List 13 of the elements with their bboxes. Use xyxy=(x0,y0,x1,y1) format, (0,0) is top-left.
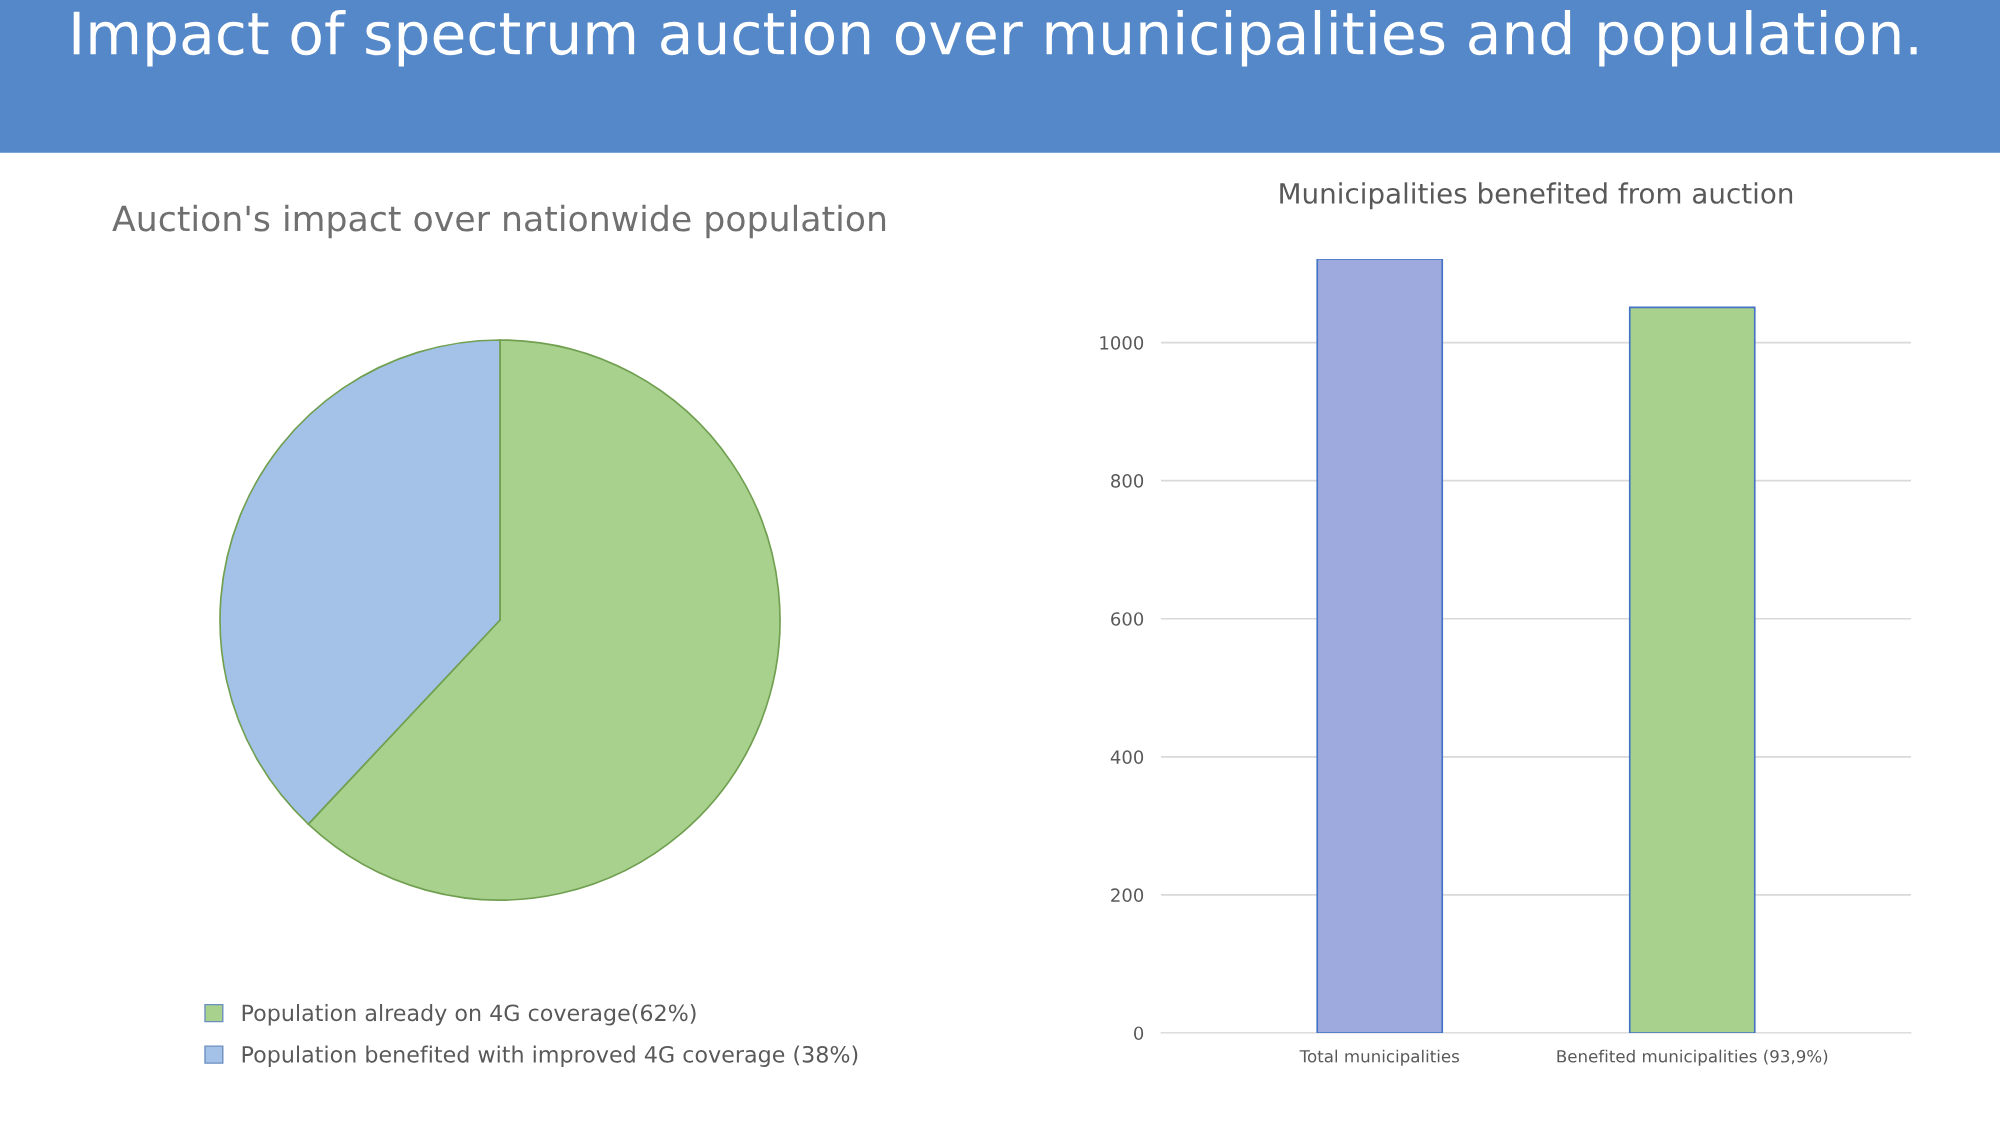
y-tick-label: 600 xyxy=(1111,612,1144,626)
chart-title: Auction's impact over nationwide population xyxy=(112,204,886,239)
x-tick-label: Benefited municipalities (93,9%) xyxy=(1557,1049,1828,1066)
y-tick-label: 0 xyxy=(1134,1026,1144,1041)
y-tick-label: 800 xyxy=(1111,474,1144,488)
text: Impact of spectrum auction over municipalities and population. xyxy=(73,10,1917,67)
y-tick-label: 1000 xyxy=(1100,336,1144,350)
x-tick-label: Total municipalities xyxy=(1299,1049,1460,1066)
legend-label: Population already on 4G coverage(62%) xyxy=(242,1004,696,1026)
y-tick-label: 400 xyxy=(1110,750,1144,764)
legend-label: Population benefited with improved 4G coverage (38%) xyxy=(242,1045,858,1068)
chart-title: Municipalities benefited from auction xyxy=(1280,182,1793,210)
y-tick-label: 200 xyxy=(1111,888,1144,903)
